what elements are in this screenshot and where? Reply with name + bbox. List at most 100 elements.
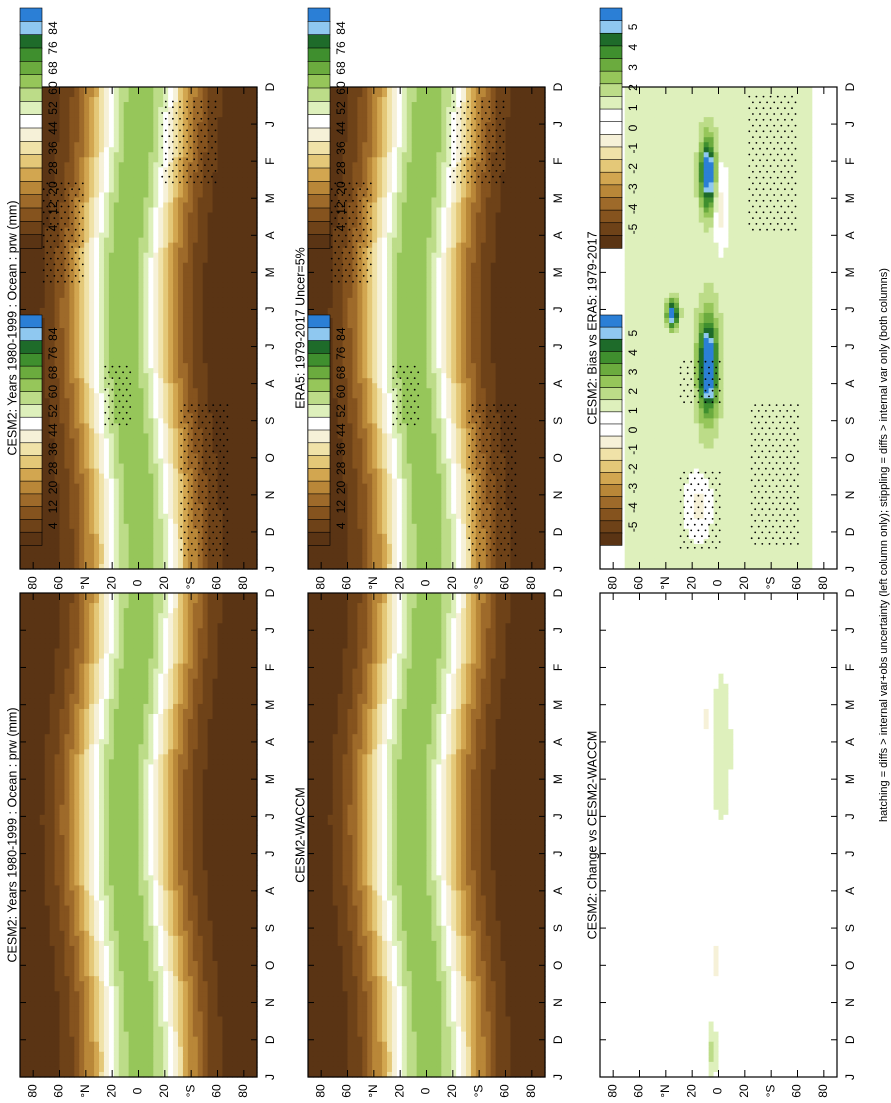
heatmap-cell <box>148 297 154 304</box>
heatmap-cell <box>59 393 66 399</box>
heatmap-cell <box>222 518 228 525</box>
heatmap-cell <box>247 543 253 550</box>
heatmap-cell <box>99 147 105 153</box>
heatmap-cell <box>207 423 214 430</box>
heatmap-cell <box>148 122 154 128</box>
heatmap-cell <box>123 267 130 274</box>
heatmap-cell <box>133 348 140 354</box>
heatmap-cell <box>232 307 238 314</box>
stipple-dot <box>193 170 196 172</box>
heatmap-cell <box>133 433 140 440</box>
heatmap-cell <box>202 287 209 294</box>
heatmap-cell <box>49 197 56 204</box>
heatmap-cell <box>247 393 253 399</box>
heatmap-cell <box>34 257 41 264</box>
heatmap-cell <box>44 232 51 239</box>
heatmap-cell <box>252 548 258 555</box>
heatmap-cell <box>158 92 164 98</box>
heatmap-cell <box>197 468 204 475</box>
heatmap-cell <box>187 488 194 495</box>
heatmap-cell <box>49 428 56 435</box>
heatmap-cell <box>247 172 253 178</box>
heatmap-cell <box>138 132 145 138</box>
stipple-dot <box>226 438 229 441</box>
heatmap-cell <box>237 297 243 304</box>
heatmap-cell <box>197 277 204 284</box>
heatmap-cell <box>108 217 115 224</box>
heatmap-cell <box>247 463 253 470</box>
heatmap-cell <box>69 443 75 450</box>
heatmap-cell <box>178 538 184 545</box>
heatmap-cell <box>212 548 219 555</box>
heatmap-cell <box>113 117 120 123</box>
heatmap-cell <box>222 182 228 189</box>
stipple-dot <box>49 246 52 248</box>
heatmap-cell <box>182 157 189 163</box>
heatmap-cell <box>133 448 140 455</box>
heatmap-cell <box>222 353 228 359</box>
stipple-dot <box>214 158 217 161</box>
stipple-dot <box>60 263 63 266</box>
heatmap-cell <box>222 443 228 450</box>
heatmap-cell <box>59 267 66 274</box>
heatmap-cell <box>99 463 105 470</box>
heatmap-cell <box>79 393 85 399</box>
heatmap-cell <box>158 393 164 399</box>
heatmap-cell <box>113 403 120 409</box>
heatmap-cell <box>143 433 149 440</box>
heatmap-cell <box>202 252 209 259</box>
heatmap-cell <box>247 157 253 163</box>
heatmap-cell <box>128 363 135 369</box>
heatmap-cell <box>128 463 135 470</box>
heatmap-cell <box>227 333 233 339</box>
heatmap-cell <box>168 267 174 274</box>
heatmap-cell <box>84 518 90 525</box>
heatmap-cell <box>79 182 85 189</box>
heatmap-cell <box>168 117 174 123</box>
heatmap-cell <box>89 448 95 455</box>
heatmap-cell <box>108 312 115 319</box>
heatmap-cell <box>237 267 243 274</box>
heatmap-cell <box>148 413 154 419</box>
heatmap-cell <box>242 197 248 204</box>
heatmap-cell <box>207 172 214 178</box>
heatmap-cell <box>178 558 184 565</box>
heatmap-cell <box>247 202 253 209</box>
heatmap-cell <box>74 117 80 123</box>
heatmap-cell <box>39 538 46 545</box>
heatmap-cell <box>252 508 258 515</box>
heatmap-cell <box>212 147 219 153</box>
heatmap-cell <box>94 227 100 234</box>
heatmap-cell <box>44 438 51 445</box>
heatmap-cell <box>133 287 140 294</box>
heatmap-cell <box>237 378 243 384</box>
heatmap-cell <box>138 363 145 369</box>
heatmap-cell <box>222 338 228 344</box>
heatmap-cell <box>94 107 100 113</box>
heatmap-cell <box>153 558 159 565</box>
heatmap-cell <box>138 137 145 143</box>
heatmap-cell <box>20 302 26 309</box>
heatmap-cell <box>89 378 95 384</box>
heatmap-cell <box>74 548 80 555</box>
heatmap-cell <box>173 508 179 515</box>
heatmap-cell <box>113 302 120 309</box>
heatmap-cell <box>173 348 179 354</box>
heatmap-cell <box>153 262 159 269</box>
heatmap-cell <box>227 448 233 455</box>
heatmap-cell <box>252 87 258 93</box>
heatmap-cell <box>187 267 194 274</box>
heatmap-cell <box>89 468 95 475</box>
heatmap-cell <box>163 297 169 304</box>
stipple-dot <box>53 263 56 266</box>
heatmap-cell <box>168 348 174 354</box>
stipple-dot <box>187 491 190 493</box>
heatmap-cell <box>118 167 125 173</box>
heatmap-cell <box>133 418 140 424</box>
heatmap-cell <box>148 423 154 430</box>
heatmap-cell <box>74 503 80 510</box>
heatmap-cell <box>202 553 209 560</box>
heatmap-cell <box>143 423 149 430</box>
heatmap-cell <box>247 182 253 189</box>
stipple-dot <box>57 199 59 202</box>
